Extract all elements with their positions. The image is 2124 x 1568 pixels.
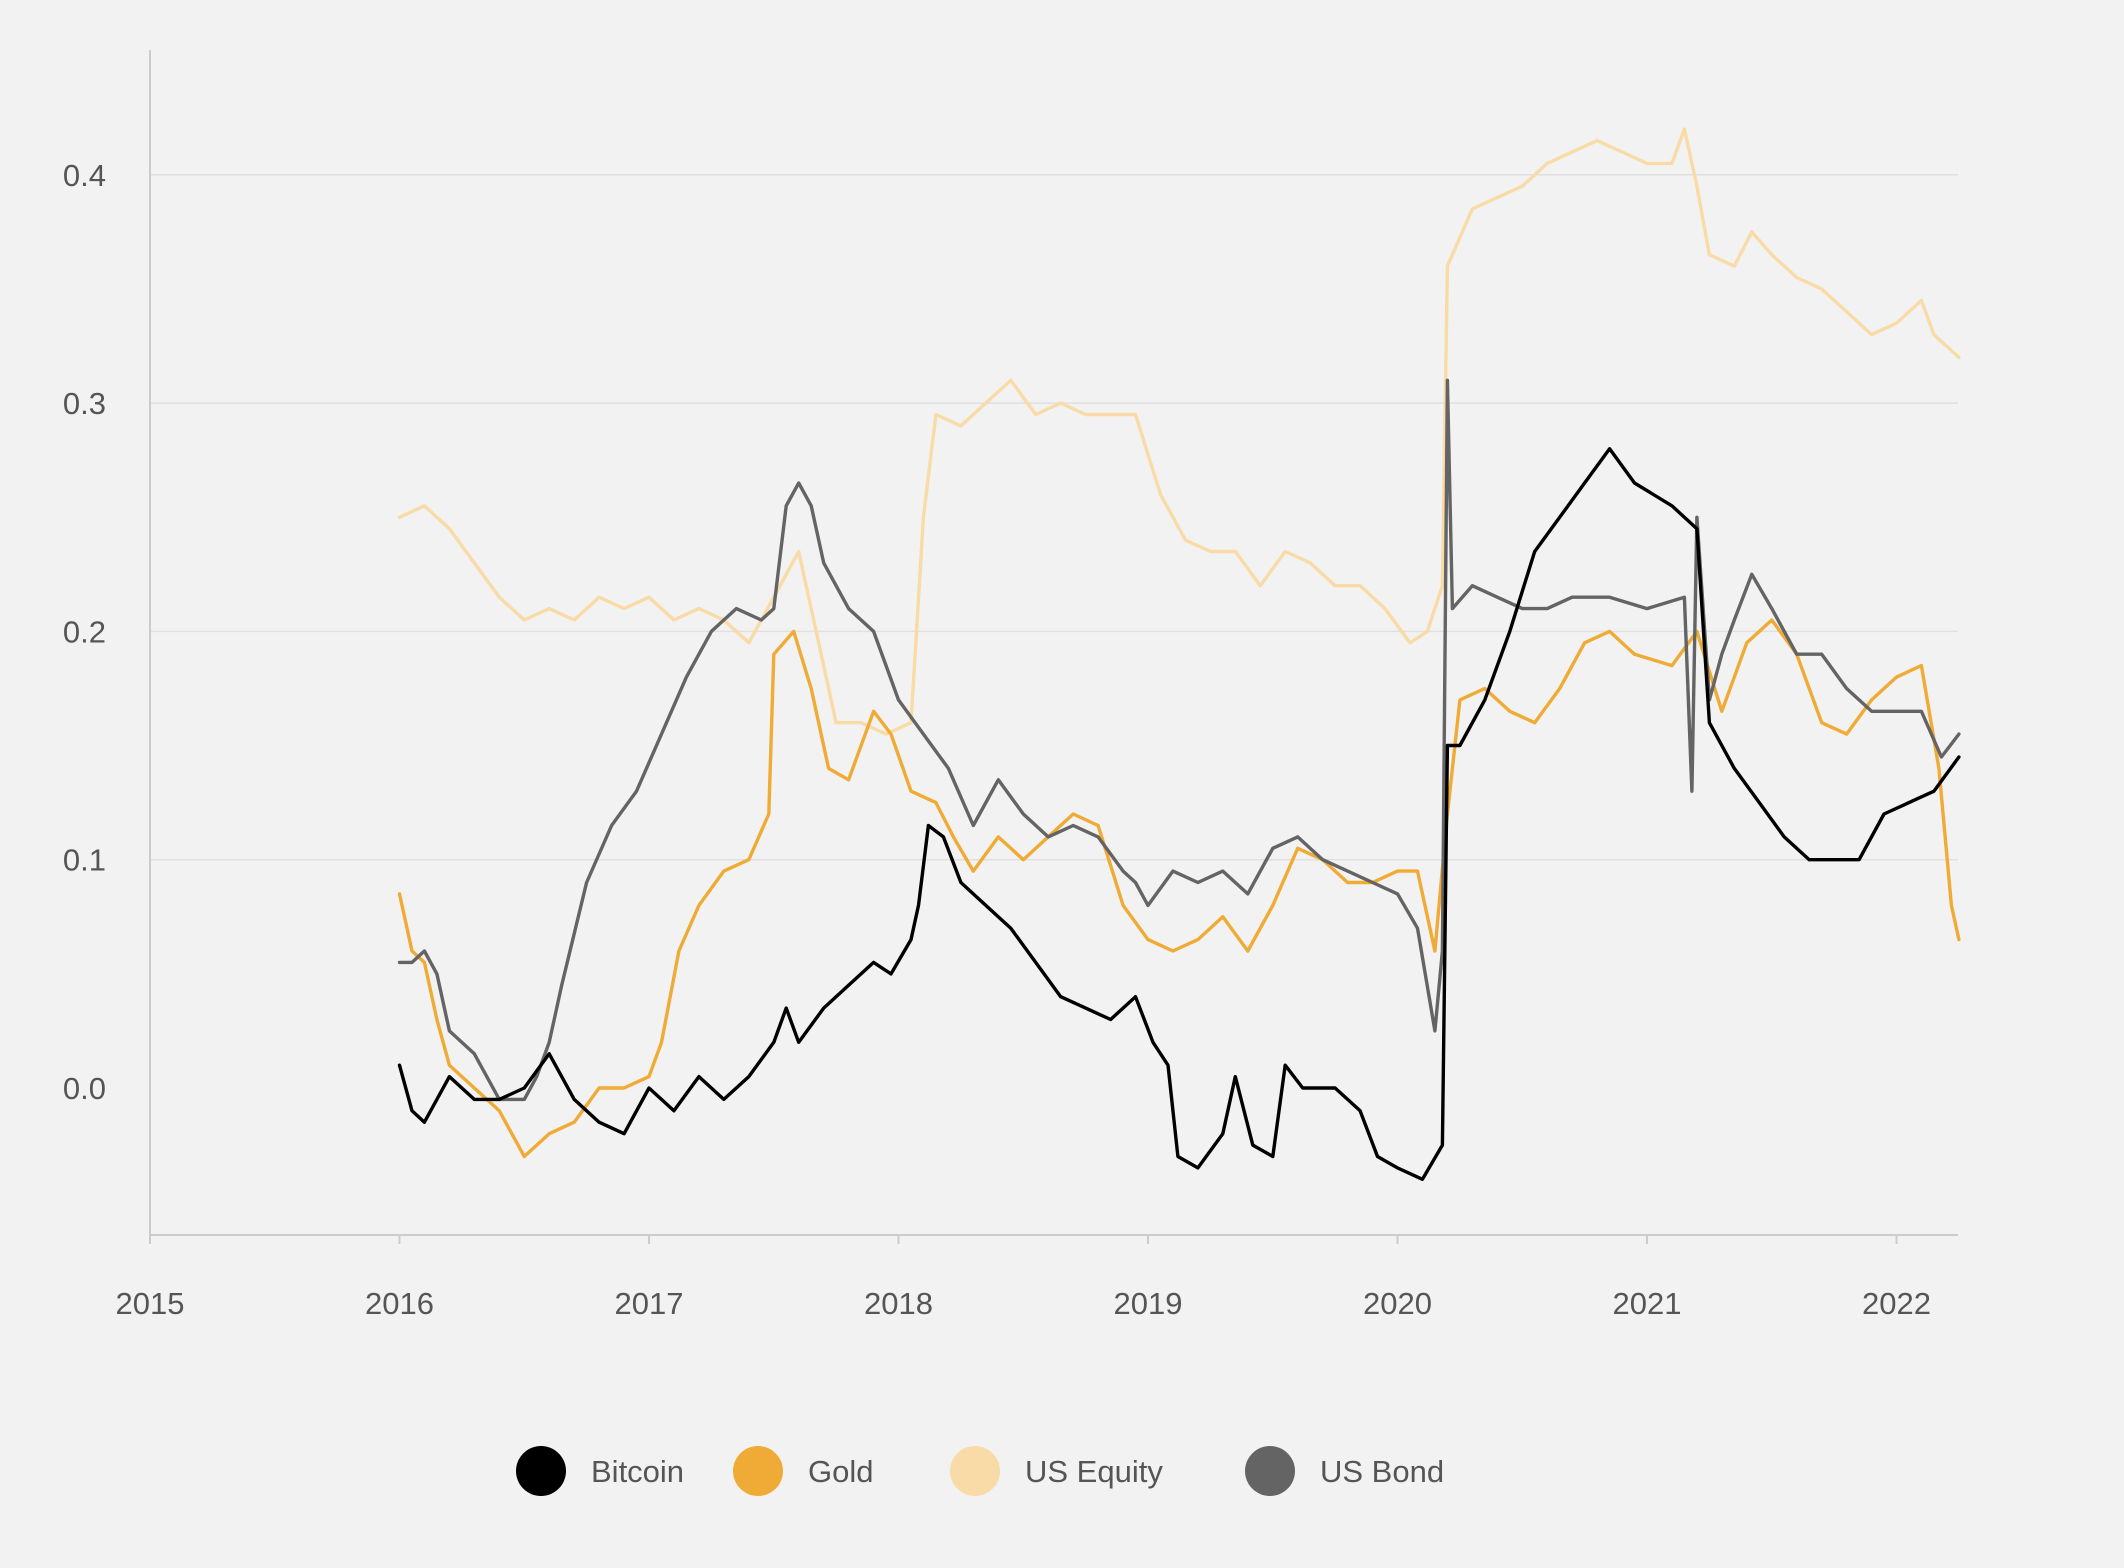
x-axis [149,50,1958,1236]
x-tick-label: 2021 [1613,1286,1682,1321]
legend-swatch-us-bond [1245,1446,1295,1496]
legend-label: Gold [808,1454,873,1489]
x-tick-label: 2017 [615,1286,684,1321]
series-lines [397,127,1961,1181]
legend-swatch-gold [733,1446,783,1496]
x-tick-label: 2016 [365,1286,434,1321]
series-line-bitcoin [397,447,1961,1181]
x-tick-label: 2019 [1114,1286,1183,1321]
y-tick-label: 0.2 [63,614,106,649]
legend-label: US Bond [1320,1454,1444,1489]
y-tick-label: 0.4 [63,158,106,193]
x-tick-label: 2022 [1862,1286,1931,1321]
legend-label: Bitcoin [591,1454,684,1489]
series-line-us-equity [397,127,1961,736]
x-tick-label: 2018 [864,1286,933,1321]
x-tick-label: 2015 [116,1286,185,1321]
x-tick-label: 2020 [1363,1286,1432,1321]
y-tick-label: 0.0 [63,1071,106,1106]
legend: Bitcoin Gold US Equity US Bond [516,1446,1444,1496]
y-axis-ticks: 0.0 0.1 0.2 0.3 0.4 [63,158,106,1106]
legend-swatch-us-equity [950,1446,1000,1496]
series-line-us-bond [397,378,1961,1102]
legend-swatch-bitcoin [516,1446,566,1496]
legend-label: US Equity [1025,1454,1163,1489]
y-tick-label: 0.1 [63,843,106,878]
x-axis-ticks: 2015 2016 2017 2018 2019 2020 2021 2022 [116,1235,1931,1321]
y-tick-label: 0.3 [63,386,106,421]
series-line-gold [397,618,1961,1159]
grid-lines [150,174,1958,861]
